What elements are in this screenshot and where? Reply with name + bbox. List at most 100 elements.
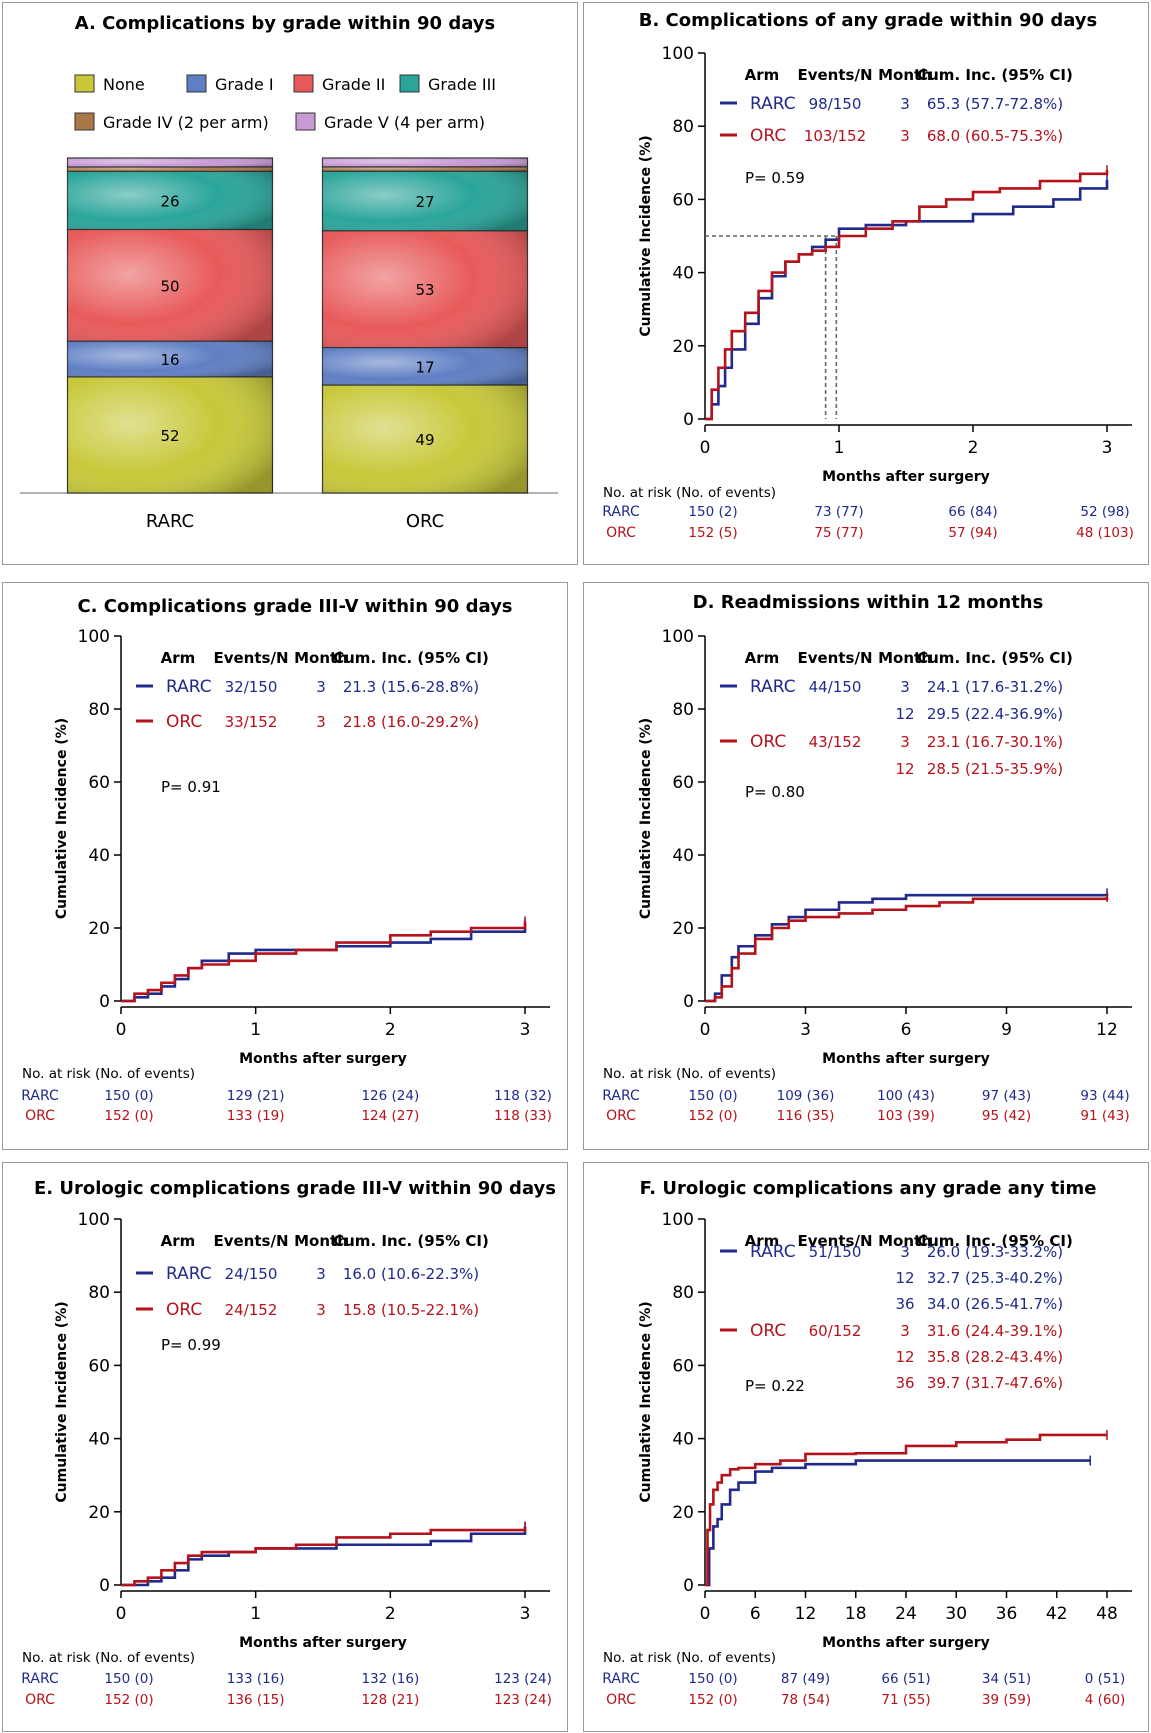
month-value-d: 3 [900,678,910,696]
x-tick-label-f: 18 [845,1604,867,1624]
curve-orc-f [705,1433,1107,1587]
table-header-f: Arm [745,1232,780,1250]
curve-rarc-e [121,1526,527,1587]
cum-inc-value-d: 28.5 (21.5-35.9%) [927,760,1063,778]
risk-value-e: 133 (16) [227,1671,285,1687]
risk-table-title-d: No. at risk (No. of events) [603,1066,776,1082]
risk-table-title-b: No. at risk (No. of events) [603,485,776,501]
legend-swatch-0 [74,74,95,93]
risk-value-c: 150 (0) [104,1088,153,1104]
bar-value-label: 26 [160,192,179,210]
y-axis-label-f: Cumulative Incidence (%) [638,1301,654,1502]
table-header-f: Cum. Inc. (95% CI) [917,1232,1073,1250]
month-value-f: 36 [895,1374,914,1392]
y-tick-label-c: 100 [78,627,110,647]
month-value-d: 12 [895,760,914,778]
risk-arm-b: RARC [602,504,640,520]
events-value-e: 24/152 [225,1301,278,1319]
p-value-e: P= 0.99 [161,1336,221,1354]
bar-value-label: 16 [160,351,179,369]
x-tick-label-e: 1 [250,1604,261,1624]
risk-arm-e: ORC [25,1692,55,1708]
y-tick-label-c: 80 [88,700,110,720]
y-tick-label-f: 80 [672,1283,694,1303]
risk-value-f: 78 (54) [781,1692,830,1708]
table-header-d: Month [878,649,932,667]
x-axis-label-c: Months after surgery [239,1051,407,1067]
risk-arm-c: RARC [21,1088,59,1104]
risk-value-f: 152 (0) [688,1692,737,1708]
cum-inc-value-c: 21.3 (15.6-28.8%) [343,678,479,696]
risk-value-b: 57 (94) [948,525,997,541]
table-header-e: Arm [161,1232,196,1250]
legend-arm-b: RARC [750,94,796,114]
bar-shade-orc-4 [322,166,528,172]
x-tick-label-d: 0 [700,1020,711,1040]
x-tick-label-e: 0 [116,1604,127,1624]
table-header-c: Arm [161,649,196,667]
bar-shade-orc-2 [322,230,528,348]
risk-value-f: 4 (60) [1085,1692,1126,1708]
risk-value-f: 87 (49) [781,1671,830,1687]
risk-table-title-f: No. at risk (No. of events) [603,1650,776,1666]
x-tick-label-f: 42 [1046,1604,1068,1624]
risk-arm-d: ORC [606,1108,636,1124]
panel-b-title: B. Complications of any grade within 90 … [639,10,1098,31]
month-value-d: 3 [900,733,910,751]
legend-arm-d: ORC [750,732,786,752]
risk-value-d: 152 (0) [688,1108,737,1124]
table-header-e: Events/N [213,1232,288,1250]
p-value-f: P= 0.22 [745,1377,805,1395]
table-header-f: Month [878,1232,932,1250]
y-axis-label-b: Cumulative Incidence (%) [638,135,654,336]
month-value-f: 12 [895,1269,914,1287]
x-tick-label-c: 1 [250,1020,261,1040]
p-value-d: P= 0.80 [745,783,805,801]
legend-arm-b: ORC [750,126,786,146]
risk-value-e: 150 (0) [104,1671,153,1687]
x-tick-label-c: 0 [116,1020,127,1040]
bar-value-label: 17 [415,358,434,376]
risk-value-c: 124 (27) [361,1108,419,1124]
risk-value-f: 34 (51) [982,1671,1031,1687]
y-tick-label-e: 0 [99,1576,110,1596]
month-value-f: 12 [895,1348,914,1366]
risk-value-b: 150 (2) [688,504,737,520]
risk-value-c: 126 (24) [361,1088,419,1104]
x-tick-label-f: 48 [1096,1604,1118,1624]
curve-orc-c [121,921,527,1003]
y-tick-label-b: 0 [683,410,694,430]
x-tick-label-b: 2 [968,438,979,458]
risk-value-b: 52 (98) [1080,504,1129,520]
legend-arm-e: RARC [166,1264,212,1284]
y-tick-label-b: 80 [672,117,694,137]
legend-label-0: None [103,75,145,94]
risk-value-b: 66 (84) [948,504,997,520]
risk-value-b: 75 (77) [814,525,863,541]
x-axis-label-b: Months after surgery [822,469,990,485]
bar-shade-orc-5 [322,158,528,167]
legend-swatch-5 [295,112,316,131]
curve-orc-b [705,170,1109,421]
risk-value-c: 152 (0) [104,1108,153,1124]
x-tick-label-e: 2 [385,1604,396,1624]
x-tick-label-f: 12 [795,1604,817,1624]
risk-arm-c: ORC [25,1108,55,1124]
table-header-d: Cum. Inc. (95% CI) [917,649,1073,667]
risk-arm-b: ORC [606,525,636,541]
legend-arm-c: RARC [166,677,212,697]
month-value-f: 36 [895,1295,914,1313]
y-tick-label-e: 100 [78,1210,110,1230]
x-tick-label-c: 3 [520,1020,531,1040]
y-tick-label-d: 80 [672,700,694,720]
cum-inc-value-c: 21.8 (16.0-29.2%) [343,713,479,731]
risk-value-e: 123 (24) [494,1692,552,1708]
risk-value-d: 97 (43) [982,1088,1031,1104]
legend-label-5: Grade V (4 per arm) [324,113,485,132]
y-tick-label-e: 80 [88,1283,110,1303]
events-value-d: 44/150 [809,678,862,696]
panel-e [2,1162,568,1732]
bar-shade-rarc-4 [67,166,273,172]
risk-value-e: 136 (15) [227,1692,285,1708]
month-value-c: 3 [316,713,326,731]
